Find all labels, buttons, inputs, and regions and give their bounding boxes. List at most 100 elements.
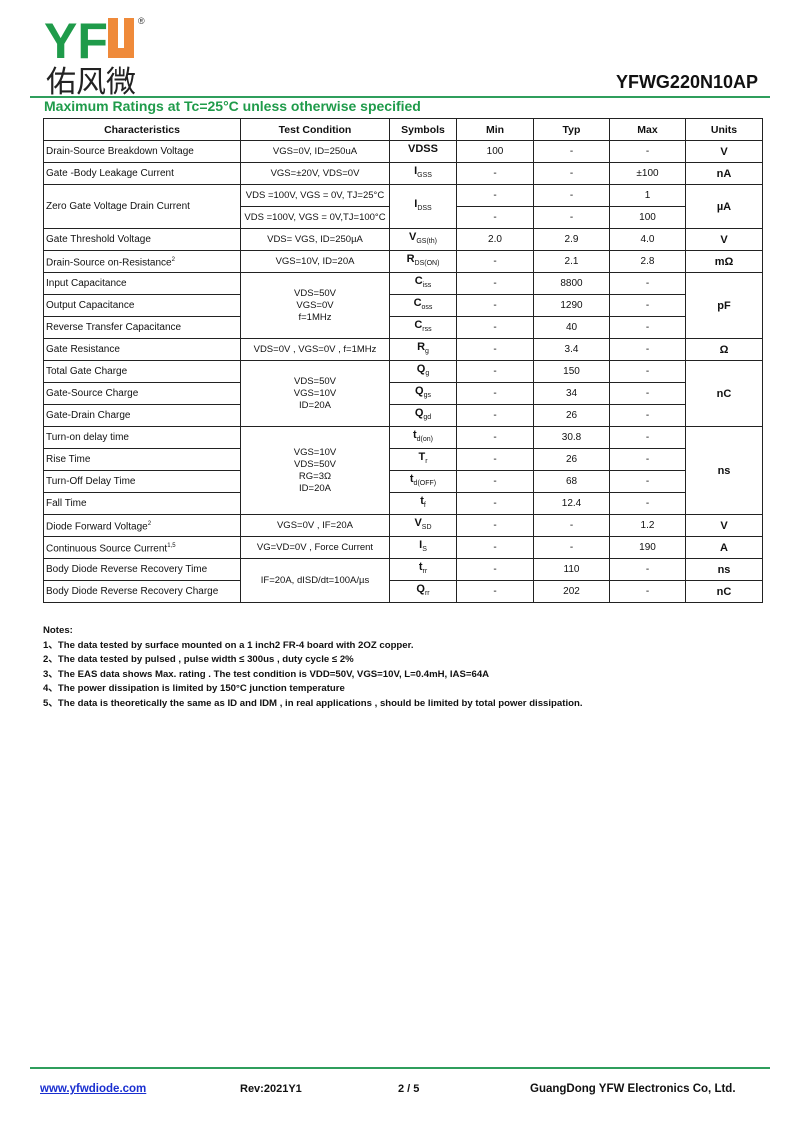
cell-unit: A bbox=[685, 536, 763, 559]
cell-max: - bbox=[609, 338, 686, 361]
cell-unit: V bbox=[685, 228, 763, 251]
cell-cond: VDS=50V VGS=10V ID=20A bbox=[240, 360, 390, 427]
cell-max: 1.2 bbox=[609, 514, 686, 537]
table-row: Turn-on delay time VGS=10V VDS=50V RG=3Ω … bbox=[43, 426, 763, 515]
characteristic-label: Gate-Source Charge bbox=[46, 387, 139, 399]
cell-name: Gate -Body Leakage Current bbox=[43, 162, 241, 185]
cell-cond: VDS=0V , VGS=0V , f=1MHz bbox=[240, 338, 390, 361]
note-item: 5、The data is theoretically the same as … bbox=[43, 697, 583, 709]
cell-name: Output Capacitance bbox=[43, 294, 241, 317]
note-item: 2、The data tested by pulsed , pulse widt… bbox=[43, 654, 354, 665]
cell-typ: 34 bbox=[533, 382, 610, 405]
symbol-subscript: GSS bbox=[417, 172, 432, 180]
characteristic-label: Zero Gate Voltage Drain Current bbox=[46, 200, 190, 212]
symbol-main: t bbox=[412, 428, 417, 441]
cell-cond: IF=20A, dISD/dt=100A/µs bbox=[240, 558, 390, 603]
cell-typ: 68 bbox=[533, 470, 610, 493]
symbol-main: I bbox=[414, 164, 418, 177]
cell-max: - bbox=[609, 140, 686, 163]
cell-max: - bbox=[609, 448, 686, 471]
cell-cond: VDS =100V, VGS = 0V, TJ=25°C bbox=[240, 184, 390, 207]
column-header: Symbols bbox=[389, 118, 457, 141]
note-item: 3、The EAS data shows Max. rating . The t… bbox=[43, 668, 490, 680]
cell-typ: - bbox=[533, 206, 610, 229]
cell-sym: VGS(th) bbox=[389, 228, 457, 251]
symbol-main: VDSS bbox=[408, 142, 438, 155]
cell-name: Turn-Off Delay Time bbox=[43, 470, 241, 493]
symbol-subscript: S bbox=[422, 546, 427, 554]
symbol-subscript: d(on) bbox=[416, 436, 433, 444]
cell-min: - bbox=[456, 184, 534, 207]
table-row: Gate-Drain Charge Qgd -26- bbox=[43, 404, 763, 427]
cell-max: ±100 bbox=[609, 162, 686, 185]
cell-sym: VDSS bbox=[389, 140, 457, 163]
cell-unit: nC bbox=[685, 580, 763, 603]
cell-name: Diode Forward Voltage2 bbox=[43, 514, 241, 537]
table-row: Gate Resistance VDS=0V , VGS=0V , f=1MHz R… bbox=[43, 338, 763, 361]
cell-name: Continuous Source Current1,5 bbox=[43, 536, 241, 559]
symbol-main: I bbox=[419, 538, 423, 551]
symbol-subscript: rr bbox=[422, 568, 428, 576]
cell-min: - bbox=[456, 316, 534, 339]
cell-unit: nA bbox=[685, 162, 763, 185]
cell-max: - bbox=[609, 558, 686, 581]
website-link[interactable]: www.yfwdiode.com bbox=[40, 1083, 147, 1095]
symbol-subscript: r bbox=[425, 458, 428, 466]
column-header: Typ bbox=[533, 118, 610, 141]
cell-max: 2.8 bbox=[609, 250, 686, 273]
symbol-subscript: rr bbox=[424, 590, 430, 598]
cell-typ: 12.4 bbox=[533, 492, 610, 515]
cell-min: - bbox=[456, 404, 534, 427]
characteristic-label: Gate Threshold Voltage bbox=[46, 233, 151, 245]
footnote-ref: 1,5 bbox=[167, 542, 176, 549]
characteristic-label: Continuous Source Current bbox=[46, 543, 168, 555]
cell-sym: Coss bbox=[389, 294, 457, 317]
cell-min: - bbox=[456, 558, 534, 581]
table-row: Turn-Off Delay Time td(OFF) -68- bbox=[43, 470, 763, 493]
cell-sym: Qrr bbox=[389, 580, 457, 603]
table-row: Input Capacitance VDS=50V VGS=0V f=1MHz Ci… bbox=[43, 272, 763, 339]
cell-sym: VSD bbox=[389, 514, 457, 537]
cell-cond: VG=VD=0V , Force Current bbox=[240, 536, 390, 559]
cell-max: - bbox=[609, 316, 686, 339]
symbol-main: Q bbox=[416, 362, 426, 375]
cell-max: - bbox=[609, 470, 686, 493]
cell-cond: VGS=10V, ID=20A bbox=[240, 250, 390, 273]
symbol-main: C bbox=[413, 296, 422, 309]
characteristic-label: Output Capacitance bbox=[46, 299, 135, 311]
table-row: VDS =100V, VGS = 0V,TJ=100°C - -100 bbox=[44, 206, 763, 229]
cell-min: - bbox=[456, 492, 534, 515]
cell-unit: ns bbox=[685, 558, 763, 581]
symbol-main: R bbox=[406, 252, 415, 265]
cell-unit: µA bbox=[685, 184, 763, 229]
symbol-subscript: d(OFF) bbox=[413, 480, 437, 488]
cell-typ: 3.4 bbox=[533, 338, 610, 361]
cell-sym: Tr bbox=[389, 448, 457, 471]
table-row: Reverse Transfer Capacitance Crss -40- bbox=[43, 316, 763, 339]
cell-name: Gate Threshold Voltage bbox=[43, 228, 241, 251]
cell-unit: nC bbox=[685, 360, 763, 427]
cell-min: - bbox=[456, 272, 534, 295]
symbol-main: Q bbox=[414, 406, 424, 419]
company-logo: YF ® 佑风微 bbox=[44, 10, 164, 100]
cell-sym: trr bbox=[389, 558, 457, 581]
symbol-subscript: gd bbox=[423, 414, 432, 422]
table-row: Output Capacitance Coss -1290- bbox=[43, 294, 763, 317]
cell-name: Drain-Source Breakdown Voltage bbox=[43, 140, 241, 163]
cell-min: - bbox=[456, 426, 534, 449]
column-header: Units bbox=[685, 118, 763, 141]
characteristic-label: Diode Forward Voltage bbox=[46, 521, 148, 533]
table-row: Body Diode Reverse Recovery Time IF=20A, … bbox=[43, 558, 763, 603]
cell-max: - bbox=[609, 404, 686, 427]
characteristic-label: Turn-on delay time bbox=[46, 431, 129, 443]
cell-max: - bbox=[609, 272, 686, 295]
note-item: 4、The power dissipation is limited by 15… bbox=[43, 683, 345, 694]
table-row: Body Diode Reverse Recovery Charge Qrr -20… bbox=[43, 580, 763, 603]
symbol-main: V bbox=[414, 516, 422, 529]
table-row: Drain-Source Breakdown Voltage VGS=0V, ID… bbox=[43, 140, 763, 163]
cell-typ: 110 bbox=[533, 558, 610, 581]
cell-name: Gate Resistance bbox=[43, 338, 241, 361]
symbol-subscript: gs bbox=[423, 392, 431, 400]
symbol-main: R bbox=[417, 340, 426, 353]
cell-max: - bbox=[609, 382, 686, 405]
